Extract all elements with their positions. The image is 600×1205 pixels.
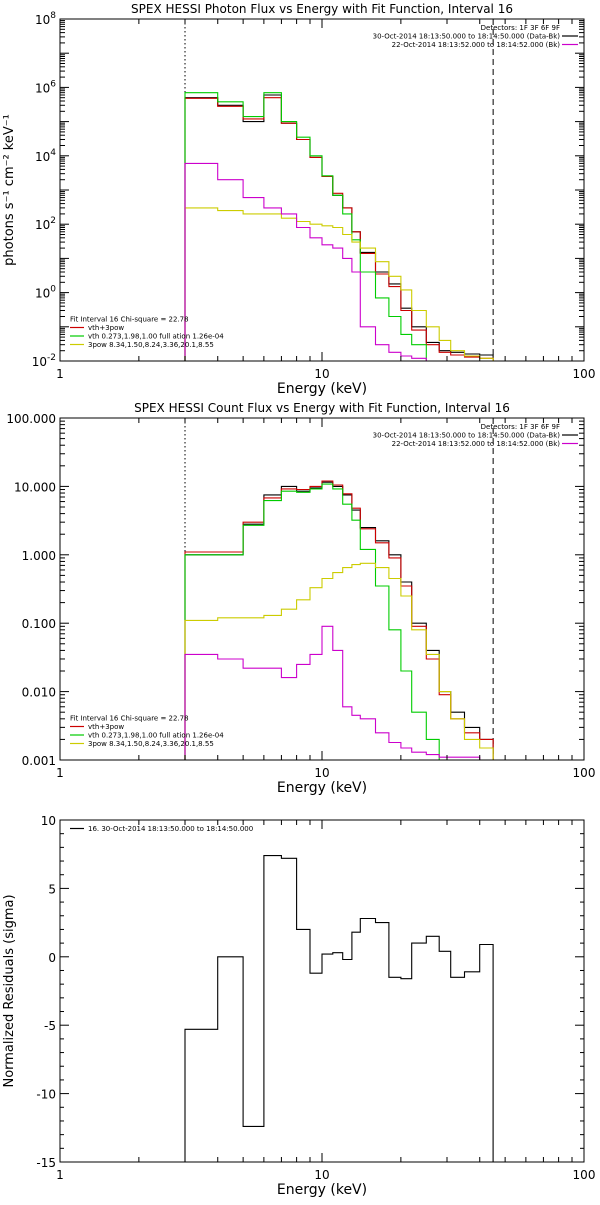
y-tick-label: 102 [35, 216, 56, 232]
y-tick-label: 104 [35, 148, 56, 164]
y-tick-label: 0 [48, 951, 56, 965]
series-group [184, 480, 494, 760]
legend-text: 16. 30-Oct-2014 18:13:50.000 to 18:14:50… [88, 825, 253, 833]
legend-text: Fit Interval 16 Chi-square = 22.78 [70, 316, 189, 324]
legend-text: Fit Interval 16 Chi-square = 22.78 [70, 715, 189, 723]
y-tick-label: 108 [35, 11, 56, 27]
y-tick-label: -15 [36, 1156, 56, 1170]
chart-title: SPEX HESSI Count Flux vs Energy with Fit… [134, 401, 510, 415]
x-tick-label: 1 [56, 367, 64, 381]
series-vth+3pow [184, 480, 494, 760]
y-tick-label: 0.001 [22, 754, 56, 768]
plot-frame [59, 18, 585, 362]
x-tick-label: 10 [314, 367, 329, 381]
series-group [184, 855, 494, 1162]
x-tick-label: 100 [573, 766, 596, 780]
chart-panel-1: SPEX HESSI Photon Flux vs Energy with Fi… [2, 2, 595, 397]
series-vth [184, 483, 494, 760]
plot-frame [59, 417, 585, 761]
x-tick-label: 100 [573, 1168, 596, 1182]
y-axis-label: photons s⁻¹ cm⁻² keV⁻¹ [2, 114, 17, 266]
chart-panel-2: SPEX HESSI Count Flux vs Energy with Fit… [6, 401, 595, 796]
legend-text: 30-Oct-2014 18:13:50.000 to 18:14:50.000… [373, 33, 561, 41]
y-tick-label: -5 [44, 1019, 56, 1033]
series-3pow [184, 207, 494, 361]
x-tick-label: 10 [314, 766, 329, 780]
x-axis-label: Energy (keV) [277, 1182, 367, 1198]
y-tick-label: 100 [35, 285, 56, 301]
legend-text: 30-Oct-2014 18:13:50.000 to 18:14:50.000… [373, 432, 561, 440]
x-tick-label: 100 [573, 367, 596, 381]
legend-text: Detectors: 1F 3F 6F 9F [481, 423, 560, 431]
y-tick-label: 0.010 [22, 686, 56, 700]
legend-text: vth 0.273,1.98,1.00 full ation 1.26e-04 [88, 333, 224, 341]
y-tick-label: -10 [36, 1088, 56, 1102]
series-background [184, 625, 494, 760]
y-tick-label: 0.100 [22, 617, 56, 631]
legend-top: 16. 30-Oct-2014 18:13:50.000 to 18:14:50… [70, 825, 253, 833]
series-vth+3pow [184, 97, 494, 361]
y-tick-label: 1.000 [22, 549, 56, 563]
y-tick-label: 10 [41, 814, 56, 828]
series-group [184, 92, 494, 361]
y-tick-label: 10.000 [14, 480, 56, 494]
series-vth [184, 92, 494, 361]
y-tick-label: 5 [48, 882, 56, 896]
y-tick-label: 10-2 [32, 353, 56, 369]
legend-text: 22-Oct-2014 18:13:52.000 to 18:14:52.000… [392, 440, 561, 448]
y-tick-label: 100.000 [6, 412, 56, 426]
legend-text: vth+3pow [88, 723, 124, 731]
series-residuals [184, 855, 494, 1162]
legend-text: vth+3pow [88, 324, 124, 332]
legend-text: 3pow 8.34,1.50,8.24,3.36,20.1,8.55 [88, 740, 214, 748]
series-data [184, 481, 494, 760]
series-background [184, 162, 494, 361]
legend-bottom: Fit Interval 16 Chi-square = 22.78vth+3p… [70, 715, 224, 748]
x-tick-label: 10 [314, 1168, 329, 1182]
y-tick-label: 106 [35, 79, 56, 95]
legend-text: 22-Oct-2014 18:13:52.000 to 18:14:52.000… [392, 41, 561, 49]
legend-bottom: Fit Interval 16 Chi-square = 22.78vth+3p… [70, 316, 224, 349]
legend-text: Detectors: 1F 3F 6F 9F [481, 24, 560, 32]
x-tick-label: 1 [56, 766, 64, 780]
series-3pow [184, 562, 494, 760]
chart-title: SPEX HESSI Photon Flux vs Energy with Fi… [131, 2, 513, 16]
legend-text: 3pow 8.34,1.50,8.24,3.36,20.1,8.55 [88, 341, 214, 349]
x-axis-label: Energy (keV) [277, 381, 367, 397]
x-axis-label: Energy (keV) [277, 780, 367, 796]
y-axis-label: Normalized Residuals (sigma) [2, 894, 17, 1087]
legend-text: vth 0.273,1.98,1.00 full ation 1.26e-04 [88, 732, 224, 740]
plot-frame [59, 819, 585, 1163]
x-tick-label: 1 [56, 1168, 64, 1182]
